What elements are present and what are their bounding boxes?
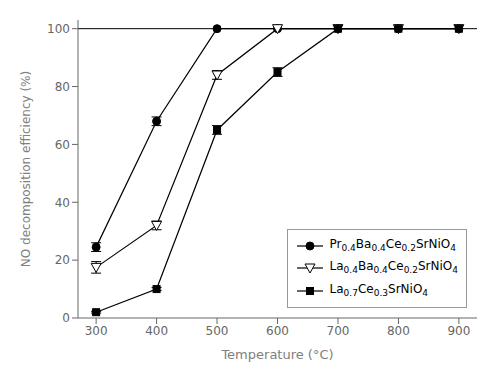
svg-text:700: 700 bbox=[327, 324, 350, 338]
svg-text:300: 300 bbox=[85, 324, 108, 338]
svg-text:Temperature (°C): Temperature (°C) bbox=[220, 347, 333, 362]
svg-text:NO decomposition efficiency (%: NO decomposition efficiency (%) bbox=[19, 71, 33, 267]
svg-text:100: 100 bbox=[47, 22, 70, 36]
svg-text:40: 40 bbox=[55, 196, 70, 210]
html-text:La0.7Ce0.3SrNiO4: La0.7Ce0.3SrNiO4 bbox=[329, 281, 429, 298]
html-text:La0.4Ba0.4Ce0.2SrNiO4: La0.4Ba0.4Ce0.2SrNiO4 bbox=[329, 259, 458, 276]
svg-text:20: 20 bbox=[55, 253, 70, 267]
svg-text:80: 80 bbox=[55, 80, 70, 94]
svg-text:400: 400 bbox=[145, 324, 168, 338]
svg-text:500: 500 bbox=[206, 324, 229, 338]
svg-text:900: 900 bbox=[447, 324, 470, 338]
svg-text:0: 0 bbox=[62, 311, 70, 325]
html-text:Pr0.4Ba0.4Ce0.2SrNiO4: Pr0.4Ba0.4Ce0.2SrNiO4 bbox=[329, 236, 456, 254]
svg-text:60: 60 bbox=[55, 138, 70, 152]
svg-text:800: 800 bbox=[387, 324, 410, 338]
svg-text:600: 600 bbox=[266, 324, 289, 338]
